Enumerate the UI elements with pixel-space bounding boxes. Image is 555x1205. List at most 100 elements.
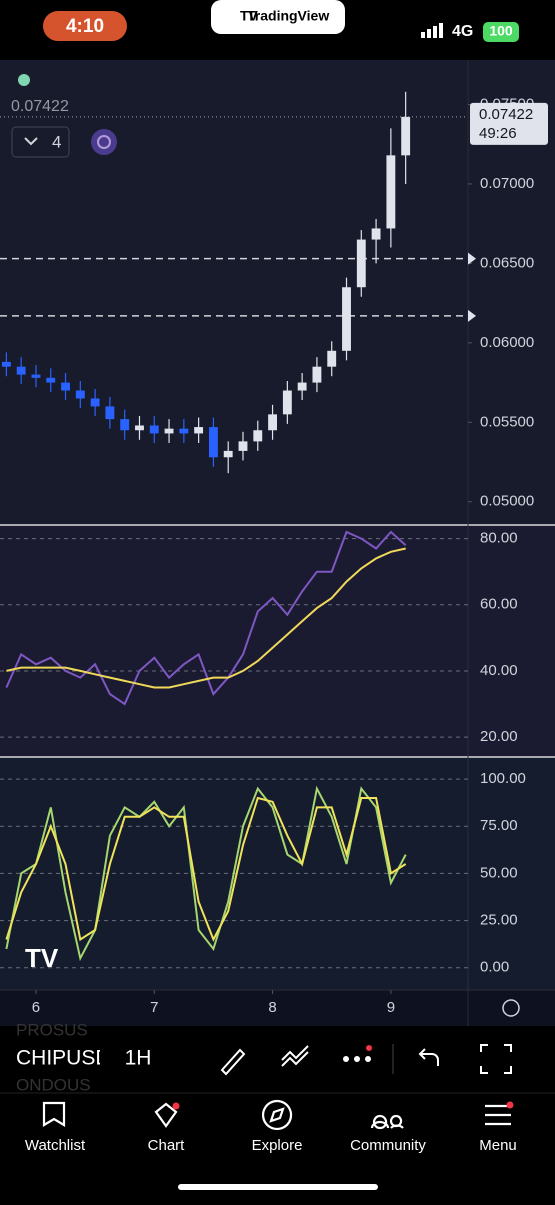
level-marker xyxy=(468,252,476,265)
series-line xyxy=(5,796,407,942)
candle-body xyxy=(31,374,41,378)
level-marker xyxy=(468,309,476,322)
more-tools[interactable] xyxy=(343,1056,371,1062)
candle-body xyxy=(105,406,115,420)
candle-body xyxy=(238,441,248,451)
rsi-pane xyxy=(0,526,555,756)
y-tick-label: 60.00 xyxy=(480,596,518,613)
status-dot xyxy=(18,74,30,86)
badge xyxy=(172,1102,180,1110)
network: 4G xyxy=(452,23,473,40)
candle-body xyxy=(282,390,292,415)
candle-body xyxy=(120,419,130,431)
time-pill xyxy=(43,11,127,41)
nav-label[interactable]: Explore xyxy=(252,1137,303,1154)
y-tick-label: 0.06500 xyxy=(480,254,534,271)
nav-label[interactable]: Watchlist xyxy=(25,1137,86,1154)
candle-body xyxy=(223,450,233,458)
candle-body xyxy=(356,239,366,288)
y-tick-label: 25.00 xyxy=(480,912,518,929)
y-tick-label: 80.00 xyxy=(480,530,518,547)
app-name: TradingView xyxy=(247,8,329,24)
y-tick-label: 0.06000 xyxy=(480,334,534,351)
watermark: TV xyxy=(25,943,59,973)
series-line xyxy=(5,785,407,962)
battery xyxy=(483,22,519,42)
candle-body xyxy=(149,425,159,434)
app-logo: TV xyxy=(240,8,259,24)
nav-label[interactable]: Community xyxy=(350,1137,426,1154)
x-tick-label: 8 xyxy=(268,999,276,1016)
nav-icon xyxy=(261,1099,293,1131)
y-tick-label: 40.00 xyxy=(480,662,518,679)
y-tick-label: 0.05500 xyxy=(480,413,534,430)
chevron xyxy=(24,137,38,146)
nav-icon xyxy=(370,1114,404,1130)
y-tick-label: 0.00 xyxy=(480,959,509,976)
candle-body xyxy=(16,366,26,375)
candle-body xyxy=(61,382,70,391)
indicator-toggle[interactable] xyxy=(11,126,70,158)
candle-body xyxy=(312,366,322,383)
fullscreen[interactable] xyxy=(480,1044,512,1074)
candle-body xyxy=(75,390,85,399)
x-tick-label: 7 xyxy=(150,999,158,1016)
settings-button[interactable] xyxy=(502,999,520,1017)
app-pill xyxy=(211,0,345,34)
candle-body xyxy=(253,430,263,442)
time-axis xyxy=(0,990,555,1026)
candle-body xyxy=(1,361,11,367)
candle-body xyxy=(342,287,351,351)
candle-body xyxy=(164,428,174,434)
prev-symbol: PROSUS xyxy=(16,1020,88,1039)
next-symbol: ONDOUS xyxy=(16,1075,91,1094)
symbol[interactable]: CHIPUSD xyxy=(16,1047,111,1070)
countdown: 49:26 xyxy=(479,125,517,142)
y-tick-label: 75.00 xyxy=(480,817,518,834)
x-tick-label: 9 xyxy=(387,999,395,1016)
candle-body xyxy=(327,350,337,367)
status-time: 4:10 xyxy=(66,16,104,37)
home-indicator xyxy=(178,1184,378,1190)
series-line xyxy=(6,547,406,689)
candle-body xyxy=(90,398,100,407)
header-price: 0.07422 xyxy=(11,98,69,115)
candle-body xyxy=(268,414,278,431)
y-tick-label: 50.00 xyxy=(480,864,518,881)
y-tick-label: 0.07000 xyxy=(480,175,534,192)
signal xyxy=(421,23,443,38)
stoch-pane xyxy=(0,758,555,990)
pattern-tool[interactable] xyxy=(281,1045,309,1067)
last-price: 0.07422 xyxy=(479,106,533,123)
candle-body xyxy=(194,427,204,434)
y-tick-label: 100.00 xyxy=(480,770,526,787)
badge xyxy=(366,1045,372,1051)
sync-button[interactable] xyxy=(91,129,117,155)
y-tick-label: 20.00 xyxy=(480,728,518,745)
symbol-clip: CHIPUSD xyxy=(16,1047,111,1070)
indicator-count: 4 xyxy=(52,132,61,151)
interval[interactable]: 1H xyxy=(125,1047,152,1070)
sync-icon xyxy=(97,135,111,149)
badge xyxy=(506,1101,514,1109)
candle-body xyxy=(179,428,189,434)
y-tick-label: 0.05000 xyxy=(480,493,534,510)
nav-label[interactable]: Menu xyxy=(479,1137,517,1154)
nav-icon xyxy=(42,1101,66,1127)
nav-icon xyxy=(154,1102,178,1128)
candle-body xyxy=(386,155,396,229)
candle-body xyxy=(371,228,381,240)
x-tick-label: 6 xyxy=(32,999,40,1016)
battery-level: 100 xyxy=(489,23,513,39)
nav-label[interactable]: Chart xyxy=(148,1137,186,1154)
candle-body xyxy=(401,116,411,156)
last-price-box xyxy=(470,102,548,145)
candle-body xyxy=(135,425,144,431)
candle-body xyxy=(208,427,218,458)
candle-body xyxy=(297,382,307,391)
draw-tool[interactable] xyxy=(220,1048,246,1076)
undo[interactable] xyxy=(418,1048,439,1066)
candle-body xyxy=(46,377,56,383)
series-line xyxy=(5,530,407,706)
